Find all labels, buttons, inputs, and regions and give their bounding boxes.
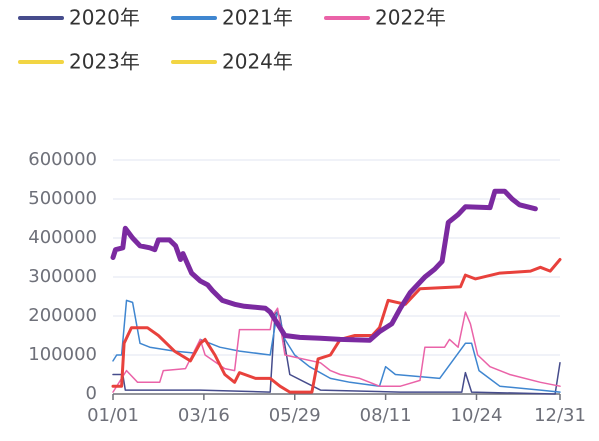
y-tick-label: 0 <box>86 383 97 404</box>
x-tick-label: 08/11 <box>360 405 412 426</box>
legend-label: 2021年 <box>222 6 293 30</box>
series-line <box>110 188 538 343</box>
x-tick-label: 03/16 <box>178 405 230 426</box>
x-tick-label: 10/24 <box>451 405 503 426</box>
series-line <box>112 311 561 395</box>
legend-label: 2020年 <box>69 6 140 30</box>
y-tick-label: 200000 <box>28 305 97 326</box>
x-tick-label: 12/31 <box>534 405 586 426</box>
series-line <box>111 258 562 394</box>
legend-label: 2022年 <box>375 6 446 30</box>
legend-label: 2024年 <box>222 50 293 74</box>
y-tick-label: 100000 <box>28 344 97 365</box>
y-tick-label: 600000 <box>28 149 97 170</box>
x-tick-label: 01/01 <box>87 405 139 426</box>
x-tick-label: 05/29 <box>269 405 321 426</box>
series-line <box>112 299 561 393</box>
legend-label: 2023年 <box>69 50 140 74</box>
y-tick-label: 500000 <box>28 188 97 209</box>
y-tick-label: 300000 <box>28 266 97 287</box>
y-tick-label: 400000 <box>28 227 97 248</box>
